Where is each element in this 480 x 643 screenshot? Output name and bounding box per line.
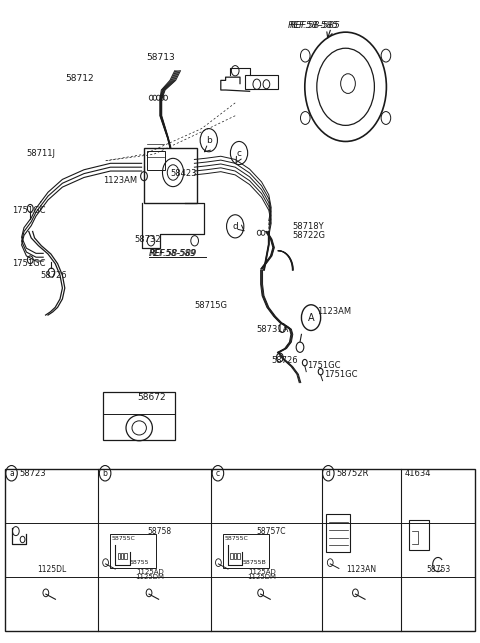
Bar: [118, 553, 120, 559]
Bar: [144, 148, 197, 203]
Text: 1125DM: 1125DM: [135, 574, 165, 580]
Text: 58757C: 58757C: [256, 527, 286, 536]
Text: 58753: 58753: [426, 565, 450, 574]
Text: 58723: 58723: [19, 469, 46, 478]
Text: REF.58-585: REF.58-585: [288, 21, 338, 30]
Text: b: b: [103, 469, 108, 478]
Text: a: a: [9, 469, 14, 478]
Bar: [245, 75, 278, 89]
Bar: [234, 553, 236, 559]
Text: 1125AD: 1125AD: [248, 569, 276, 575]
Bar: [326, 514, 350, 552]
Text: REF.58-589: REF.58-589: [149, 249, 196, 258]
Text: 1125DM: 1125DM: [247, 574, 276, 580]
Text: 58758: 58758: [147, 527, 172, 536]
Bar: [5, 469, 475, 631]
Text: 58732: 58732: [134, 235, 161, 244]
Bar: [230, 553, 233, 559]
Text: 58722G: 58722G: [293, 231, 326, 240]
Text: 1751GC: 1751GC: [324, 370, 358, 379]
Text: 58718Y: 58718Y: [293, 222, 324, 231]
Bar: [223, 534, 269, 568]
Text: 58755C: 58755C: [112, 536, 136, 541]
Text: c: c: [237, 149, 241, 158]
Text: 58755B: 58755B: [242, 560, 266, 565]
Text: 58731A: 58731A: [257, 325, 289, 334]
Bar: [110, 534, 156, 568]
Text: 58752R: 58752R: [336, 469, 368, 478]
Bar: [103, 392, 175, 440]
Text: 1751GC: 1751GC: [307, 361, 341, 370]
Text: 1123AN: 1123AN: [346, 565, 376, 574]
Text: c: c: [216, 469, 220, 478]
Text: 58423: 58423: [170, 169, 197, 178]
Text: 1125AD: 1125AD: [136, 569, 164, 575]
Text: 41634: 41634: [405, 469, 431, 478]
Text: 58712: 58712: [65, 74, 94, 83]
Text: 58672: 58672: [137, 393, 166, 402]
Bar: [147, 150, 165, 170]
Text: d: d: [232, 222, 238, 231]
Text: 58755: 58755: [130, 560, 149, 565]
Text: REF.58-589: REF.58-589: [150, 249, 197, 258]
Bar: [409, 520, 429, 550]
Text: 58713: 58713: [146, 53, 175, 62]
Text: 58711J: 58711J: [26, 149, 55, 158]
Text: 1751GC: 1751GC: [12, 259, 46, 268]
Bar: [237, 553, 240, 559]
Text: 58755C: 58755C: [225, 536, 249, 541]
Bar: [121, 553, 123, 559]
Text: 1125DL: 1125DL: [37, 565, 66, 574]
Bar: [124, 553, 127, 559]
Text: d: d: [326, 469, 331, 478]
Text: 1123AM: 1123AM: [103, 176, 137, 185]
Text: 1751GC: 1751GC: [12, 206, 46, 215]
Text: 58715G: 58715G: [194, 301, 228, 310]
Text: 58726: 58726: [271, 356, 298, 365]
Text: 1123AM: 1123AM: [317, 307, 351, 316]
Text: REF.58-585: REF.58-585: [290, 21, 341, 30]
Text: b: b: [206, 136, 212, 145]
Text: 58726: 58726: [41, 271, 67, 280]
Text: A: A: [308, 312, 314, 323]
